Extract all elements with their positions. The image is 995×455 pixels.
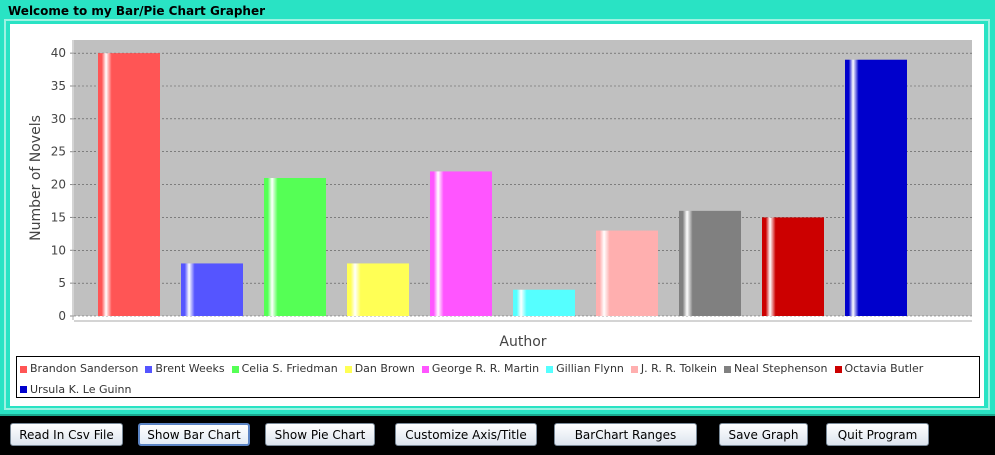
show-pie-chart-button[interactable]: Show Pie Chart [265,423,375,446]
legend-label: Neal Stephenson [734,362,828,375]
legend-label: George R. R. Martin [431,362,540,375]
customize-axis-title-button[interactable]: Customize Axis/Title [395,423,537,446]
y-tick-label: 10 [51,243,66,257]
y-tick-label: 25 [51,145,66,159]
legend-item: Dan Brown [344,359,415,379]
bar [762,217,824,316]
show-bar-chart-button[interactable]: Show Bar Chart [138,423,250,446]
y-tick-label: 5 [58,276,66,290]
y-tick-label: 35 [51,79,66,93]
button-bar: Read In Csv File Show Bar Chart Show Pie… [0,418,995,455]
window-title: Welcome to my Bar/Pie Chart Grapher [8,4,266,18]
legend-item: Neal Stephenson [724,359,828,379]
legend-swatch [145,365,153,373]
legend-swatch [421,365,429,373]
legend-item: Brandon Sanderson [20,359,138,379]
legend-item: Gillian Flynn [546,359,624,379]
legend-swatch [724,365,732,373]
y-tick-label: 40 [51,46,66,60]
y-tick-label: 15 [51,210,66,224]
bar-chart: 0 5 10 15 20 25 30 35 40 Author Number of Novels [28,40,972,350]
legend-label: Gillian Flynn [556,362,624,375]
bar [181,263,243,316]
legend-swatch [834,365,842,373]
legend-swatch [231,365,239,373]
legend-item: J. R. R. Tolkein [630,359,718,379]
legend-label: Ursula K. Le Guinn [30,382,132,396]
chart-legend: Brandon Sanderson Brent Weeks Celia S. Fri… [16,356,980,398]
legend-label: Celia S. Friedman [241,362,338,375]
read-csv-button[interactable]: Read In Csv File [10,423,123,446]
legend-label: Octavia Butler [844,362,924,375]
quit-program-button[interactable]: Quit Program [826,423,929,446]
legend-swatch [20,386,27,393]
bar [347,263,409,316]
legend-swatch [630,365,638,373]
bar [430,171,492,316]
legend-item: Octavia Butler [834,359,924,379]
bar [679,210,741,316]
legend-label: Brent Weeks [155,362,225,375]
legend-swatch [344,365,352,373]
legend-item: George R. R. Martin [421,359,540,379]
legend-label: Dan Brown [354,362,415,375]
bar [845,59,907,316]
legend-label: Brandon Sanderson [30,362,139,375]
x-axis-label: Author [499,334,546,350]
y-tick-label: 20 [51,178,66,192]
legend-item: Celia S. Friedman [231,359,338,379]
bar [98,53,160,317]
bar [264,178,326,316]
y-tick-label: 0 [58,309,66,323]
legend-swatch [20,365,27,373]
main-frame: Welcome to my Bar/Pie Chart Grapher 0 5 10… [0,0,995,416]
chart-panel: 0 5 10 15 20 25 30 35 40 Author Number of Novels [10,24,984,406]
barchart-ranges-button[interactable]: BarChart Ranges [554,423,697,446]
bar [596,230,658,316]
legend-item: Brent Weeks [145,359,225,379]
bar [513,289,575,316]
legend-label: J. R. R. Tolkein [640,362,718,375]
save-graph-button[interactable]: Save Graph [719,423,808,446]
legend-item: Ursula K. Le Guinn [20,380,131,400]
y-axis-label: Number of Novels [28,115,44,241]
y-tick-label: 30 [51,112,66,126]
legend-swatch [546,365,554,373]
